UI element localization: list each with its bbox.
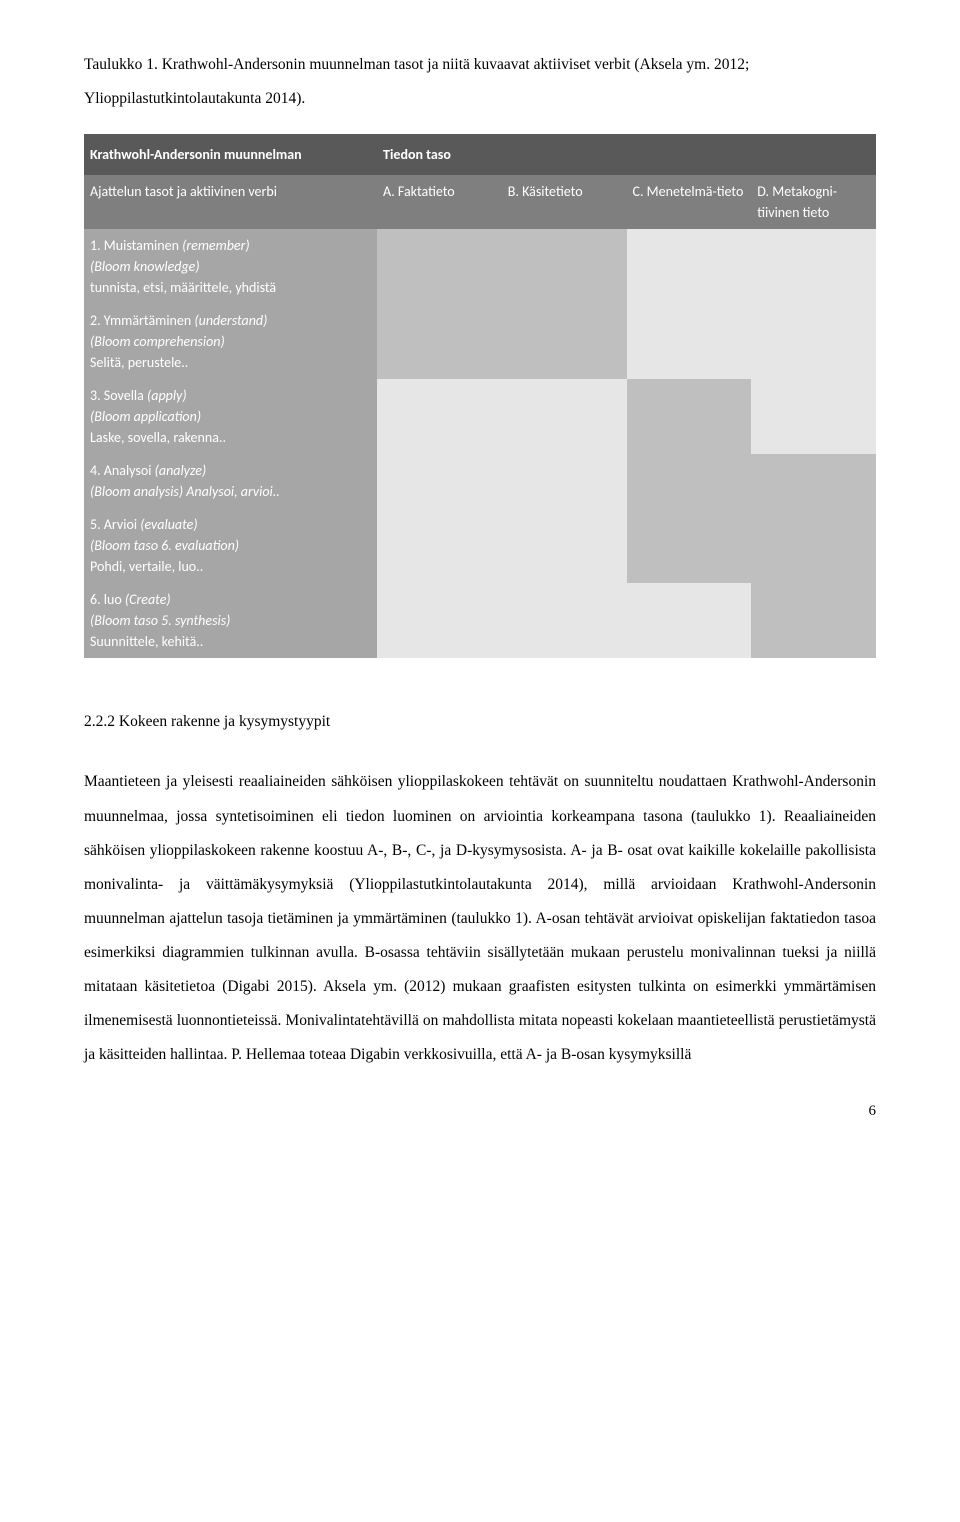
table-main-header-row: Krathwohl-Andersonin muunnelman Tiedon t… — [84, 134, 876, 175]
matrix-cell — [502, 508, 627, 583]
matrix-cell — [751, 583, 876, 658]
matrix-cell — [751, 379, 876, 454]
matrix-cell — [502, 304, 627, 379]
matrix-cell — [377, 508, 502, 583]
matrix-cell — [377, 454, 502, 508]
table-row: 6. luo (Create)(Bloom taso 5. synthesis)… — [84, 583, 876, 658]
table-row: 2. Ymmärtäminen (understand)(Bloom compr… — [84, 304, 876, 379]
matrix-cell — [751, 508, 876, 583]
row-header: 6. luo (Create)(Bloom taso 5. synthesis)… — [84, 583, 377, 658]
matrix-cell — [627, 379, 752, 454]
matrix-cell — [377, 379, 502, 454]
rowheader-title: Ajattelun tasot ja aktiivinen verbi — [84, 175, 377, 229]
matrix-cell — [627, 304, 752, 379]
matrix-cell — [502, 454, 627, 508]
row-header: 3. Sovella (apply)(Bloom application)Las… — [84, 379, 377, 454]
page-number: 6 — [84, 1100, 876, 1123]
matrix-cell — [377, 304, 502, 379]
matrix-cell — [751, 304, 876, 379]
matrix-cell — [502, 229, 627, 304]
row-header: 5. Arvioi (evaluate)(Bloom taso 6. evalu… — [84, 508, 377, 583]
col-header: D. Metakogni-tiivinen tieto — [751, 175, 876, 229]
taxonomy-table: Krathwohl-Andersonin muunnelman Tiedon t… — [84, 134, 876, 658]
table-row: 5. Arvioi (evaluate)(Bloom taso 6. evalu… — [84, 508, 876, 583]
main-header-right: Tiedon taso — [377, 134, 876, 175]
matrix-cell — [377, 583, 502, 658]
table-row: 3. Sovella (apply)(Bloom application)Las… — [84, 379, 876, 454]
table-row: 4. Analysoi (analyze)(Bloom analysis) An… — [84, 454, 876, 508]
row-header: 4. Analysoi (analyze)(Bloom analysis) An… — [84, 454, 377, 508]
body-paragraph: Maantieteen ja yleisesti reaaliaineiden … — [84, 765, 876, 1072]
table-row: 1. Muistaminen (remember)(Bloom knowledg… — [84, 229, 876, 304]
matrix-cell — [502, 379, 627, 454]
main-header-left: Krathwohl-Andersonin muunnelman — [84, 134, 377, 175]
matrix-cell — [627, 454, 752, 508]
matrix-cell — [751, 229, 876, 304]
row-header: 1. Muistaminen (remember)(Bloom knowledg… — [84, 229, 377, 304]
matrix-cell — [627, 583, 752, 658]
table-caption: Taulukko 1. Krathwohl-Andersonin muunnel… — [84, 48, 876, 116]
col-header: B. Käsitetieto — [502, 175, 627, 229]
section-heading: 2.2.2 Kokeen rakenne ja kysymystyypit — [84, 710, 876, 733]
matrix-cell — [751, 454, 876, 508]
matrix-cell — [502, 583, 627, 658]
table-col-header-row: Ajattelun tasot ja aktiivinen verbi A. F… — [84, 175, 876, 229]
col-header: C. Menetelmä-tieto — [627, 175, 752, 229]
matrix-cell — [377, 229, 502, 304]
col-header: A. Faktatieto — [377, 175, 502, 229]
matrix-cell — [627, 508, 752, 583]
matrix-cell — [627, 229, 752, 304]
row-header: 2. Ymmärtäminen (understand)(Bloom compr… — [84, 304, 377, 379]
